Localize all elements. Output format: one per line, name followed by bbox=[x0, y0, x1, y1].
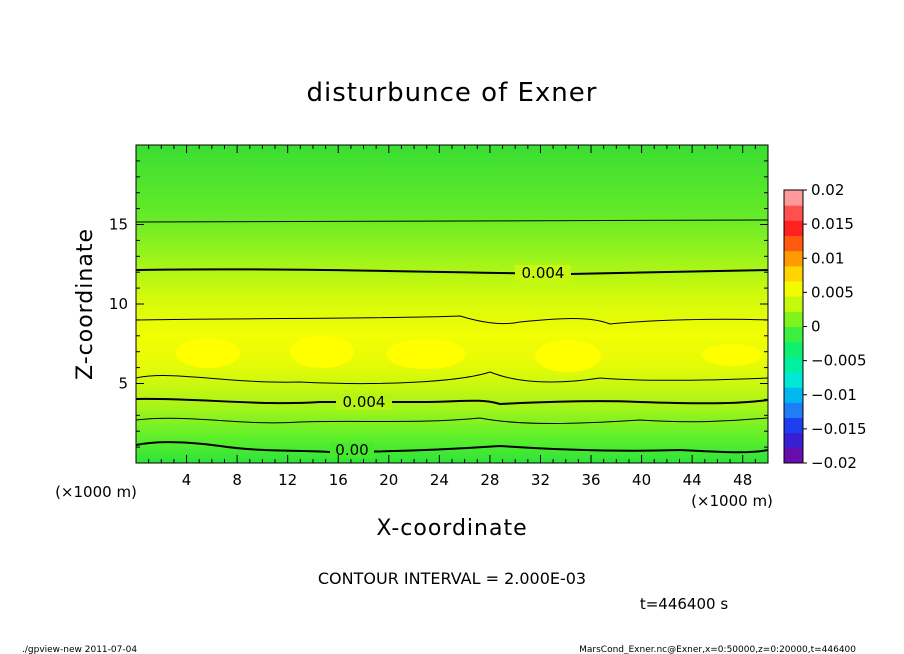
colorbar-tick-label: 0.015 bbox=[811, 215, 854, 233]
colorbar-segment bbox=[784, 447, 803, 464]
heatmap-background bbox=[136, 145, 768, 463]
x-tick-label: 12 bbox=[278, 471, 297, 489]
colorbar-segment bbox=[784, 235, 803, 252]
x-tick-label: 40 bbox=[632, 471, 651, 489]
x-axis: 4 8 12 16 20 24 28 32 36 40 44 48 bbox=[148, 145, 769, 489]
chart-title: disturbunce of Exner bbox=[307, 78, 598, 108]
colorbar: 0.02 0.015 0.01 0.005 0 −0.005 −0.01 −0.015 −0.0… bbox=[783, 181, 867, 472]
y-tick-label: 5 bbox=[118, 375, 128, 393]
max-region bbox=[386, 339, 466, 369]
colorbar-segment bbox=[784, 220, 803, 236]
contour-label: 0.004 bbox=[343, 393, 386, 411]
colorbar-segment bbox=[784, 387, 803, 403]
x-unit-left: (×1000 m) bbox=[55, 483, 137, 501]
colorbar-tick-label: −0.02 bbox=[811, 454, 857, 472]
colorbar-segment bbox=[784, 356, 803, 373]
y-axis: 5 10 15 bbox=[109, 144, 768, 448]
x-axis-label: X-coordinate bbox=[376, 516, 527, 541]
colorbar-tick-label: −0.005 bbox=[811, 352, 867, 370]
footer-left: ./gpview-new 2011-07-04 bbox=[22, 645, 137, 654]
y-axis-label: Z-coordinate bbox=[73, 228, 98, 380]
colorbar-segment bbox=[784, 432, 803, 449]
y-tick-label: 15 bbox=[109, 216, 128, 234]
max-region bbox=[176, 338, 240, 368]
contour-line bbox=[136, 268, 768, 276]
x-tick-label: 4 bbox=[182, 471, 192, 489]
x-tick-label: 20 bbox=[379, 471, 398, 489]
contour-line bbox=[136, 417, 768, 424]
max-region bbox=[290, 336, 354, 368]
contour-line bbox=[136, 397, 768, 406]
plot-area: 0.004 0.004 0.00 bbox=[135, 144, 769, 464]
colorbar-segment bbox=[784, 296, 803, 312]
x-tick-label: 48 bbox=[733, 471, 752, 489]
colorbar-segment bbox=[784, 311, 803, 327]
contour-label: 0.00 bbox=[335, 441, 368, 459]
x-tick-label: 28 bbox=[480, 471, 499, 489]
colorbar-segment bbox=[784, 341, 803, 358]
x-tick-label: 24 bbox=[430, 471, 449, 489]
colorbar-tick-label: −0.01 bbox=[811, 386, 857, 404]
colorbar-tick-label: −0.015 bbox=[811, 420, 867, 438]
x-unit-right: (×1000 m) bbox=[691, 492, 773, 510]
colorbar-segment bbox=[784, 326, 803, 343]
x-tick-label: 44 bbox=[683, 471, 702, 489]
max-region bbox=[535, 340, 601, 372]
x-tick-label: 32 bbox=[531, 471, 550, 489]
x-tick-label: 8 bbox=[232, 471, 242, 489]
colorbar-tick-label: 0.01 bbox=[811, 249, 844, 267]
colorbar-segment bbox=[784, 190, 803, 206]
contour-interval-text: CONTOUR INTERVAL = 2.000E-03 bbox=[318, 569, 586, 588]
colorbar-segment bbox=[784, 205, 803, 221]
contour-line bbox=[136, 441, 768, 454]
colorbar-segment bbox=[784, 281, 803, 297]
colorbar-tick-label: 0 bbox=[811, 318, 821, 336]
max-region bbox=[702, 344, 762, 366]
x-tick-label: 16 bbox=[329, 471, 348, 489]
colorbar-tick-label: 0.02 bbox=[811, 181, 844, 199]
x-tick-label: 36 bbox=[581, 471, 600, 489]
footer-right: MarsCond_Exner.nc@Exner,x=0:50000,z=0:20… bbox=[579, 645, 856, 654]
y-tick-label: 10 bbox=[109, 295, 128, 313]
contour-label: 0.004 bbox=[522, 264, 565, 282]
colorbar-segment bbox=[784, 265, 803, 282]
colorbar-segment bbox=[784, 417, 803, 434]
colorbar-segment bbox=[784, 402, 803, 418]
time-text: t=446400 s bbox=[640, 595, 728, 613]
contour-line bbox=[136, 315, 768, 325]
colorbar-segment bbox=[784, 250, 803, 267]
colorbar-segment bbox=[784, 372, 803, 388]
colorbar-tick-label: 0.005 bbox=[811, 283, 854, 301]
contour-line bbox=[136, 371, 768, 385]
